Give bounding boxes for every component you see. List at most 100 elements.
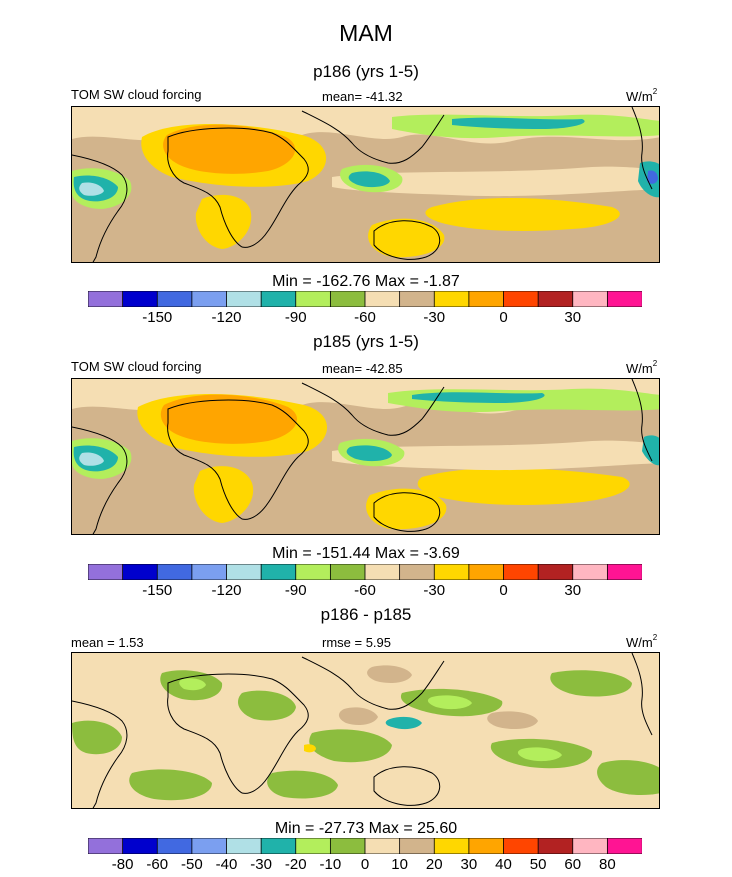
colorbar-swatch: [433, 838, 470, 854]
colorbar-tick-label: 0: [499, 582, 508, 599]
panel3-units: W/m2: [626, 633, 658, 650]
panel3-map-svg: [72, 653, 659, 808]
panel1-map-svg: [72, 107, 659, 262]
colorbar-swatch: [606, 291, 642, 307]
panel2-coast-asia: [301, 382, 445, 436]
panel2-minmax: Min = -151.44 Max = -3.69: [272, 545, 460, 562]
panel3-field-light-green-patches: [179, 678, 562, 762]
panel3-patch-green: [550, 670, 632, 697]
colorbar-tick-label: 50: [529, 856, 547, 873]
colorbar-tick-label: -90: [284, 309, 307, 326]
colorbar-tick-label: -50: [181, 856, 203, 873]
panel3-patch-tan: [487, 711, 538, 729]
colorbar-swatch: [156, 564, 193, 580]
panel1-field-eq-pacific-cream: [332, 166, 659, 197]
panel3-patch-green: [72, 720, 122, 755]
colorbar-swatch: [364, 291, 401, 307]
colorbar-swatch: [364, 564, 401, 580]
panel2-coast-americas-west: [631, 379, 653, 462]
panel3-coastlines: [72, 653, 653, 808]
panel3-patch-green: [267, 770, 338, 799]
panel1-colorbar: [88, 291, 642, 307]
panel3-field-positive-patches: [72, 670, 659, 801]
panel1-field-sahara-orange: [163, 124, 296, 174]
colorbar-swatch: [468, 564, 505, 580]
panel3-patch-lightgreen: [179, 678, 206, 691]
colorbar-tick-label: -90: [284, 582, 307, 599]
colorbar-swatch: [537, 838, 574, 854]
colorbar-tick-label: 0: [360, 856, 370, 873]
colorbar-swatch: [88, 291, 124, 307]
panel2-field-maritime-teal: [346, 445, 392, 462]
panel1-field-east-pacific-blue: [647, 170, 658, 184]
panel1-title: p186 (yrs 1-5): [313, 62, 419, 81]
panel3-coast-south-america: [72, 700, 128, 808]
panel2-title: p185 (yrs 1-5): [313, 332, 419, 351]
colorbar-swatch: [468, 291, 505, 307]
panel2-field-amazon-lightblue: [79, 452, 104, 466]
panel3-map: [71, 652, 660, 809]
colorbar-swatch: [260, 564, 297, 580]
colorbar-swatch: [260, 291, 297, 307]
colorbar-swatch: [295, 291, 332, 307]
panel2-variable-label: TOM SW cloud forcing: [71, 359, 202, 374]
colorbar-swatch: [122, 564, 158, 580]
panel2-units: W/m2: [626, 359, 658, 376]
panel3-coast-asia: [301, 656, 445, 710]
panel3-patch-green: [129, 769, 212, 801]
panel3-coast-africa: [167, 673, 309, 794]
panel1-coast-australia: [373, 220, 441, 260]
panel3-patch-green: [309, 729, 392, 763]
panel3-field-maritime-teal: [385, 716, 422, 730]
panel1-coastlines: [72, 107, 653, 262]
colorbar-swatch: [572, 564, 609, 580]
colorbar-swatch: [537, 564, 574, 580]
colorbar-swatch: [433, 564, 470, 580]
panel2-field-eq-pacific-cream: [332, 440, 659, 471]
colorbar-swatch: [572, 838, 609, 854]
colorbar-swatch: [399, 564, 435, 580]
colorbar-swatch: [503, 291, 539, 307]
colorbar-swatch: [156, 291, 193, 307]
panel1-variable-label: TOM SW cloud forcing: [71, 87, 202, 102]
colorbar-swatch: [88, 838, 124, 854]
panel1-coast-americas-west: [631, 107, 653, 190]
colorbar-tick-label: 60: [564, 856, 582, 873]
colorbar-tick-label: -150: [142, 309, 173, 326]
colorbar-swatch: [122, 291, 158, 307]
panel1-field-maritime-teal: [348, 171, 390, 188]
colorbar-swatch: [329, 291, 366, 307]
colorbar-swatch: [606, 838, 642, 854]
panel3-title: p186 - p185: [320, 605, 412, 624]
colorbar-swatch: [399, 838, 435, 854]
panel2-colorbar-svg: [88, 564, 642, 580]
panel2-field-sahara-orange: [160, 394, 298, 444]
panel1-coast-africa: [167, 127, 309, 248]
panel3-colorbar-svg: [88, 838, 642, 854]
panel1-coast-south-america: [72, 154, 128, 262]
panel1-coast-asia: [301, 110, 445, 164]
colorbar-tick-label: -10: [319, 856, 342, 873]
panel3-patch-tan: [338, 707, 378, 725]
panel1-field-nw-pacific-teal: [452, 117, 585, 129]
colorbar-swatch: [503, 564, 539, 580]
colorbar-tick-label: -30: [250, 856, 272, 873]
panel3-coast-americas-west: [631, 653, 653, 736]
panel2-mean: mean= -42.85: [322, 361, 403, 376]
colorbar-tick-label: -120: [211, 309, 242, 326]
panel1-mean: mean= -41.32: [322, 89, 403, 104]
panel3-patch-tan: [367, 665, 412, 683]
colorbar-swatch: [122, 838, 158, 854]
panel2-coast-australia: [373, 492, 441, 532]
panel1-minmax: Min = -162.76 Max = -1.87: [272, 273, 460, 290]
panel1-field-southern-africa-yellow: [195, 194, 252, 249]
colorbar-swatch: [503, 838, 539, 854]
panel2-map: [71, 378, 660, 535]
colorbar-swatch: [156, 838, 193, 854]
panel2-coastlines: [72, 379, 653, 534]
panel3-patch-green: [238, 690, 296, 721]
colorbar-tick-label: 40: [495, 856, 512, 873]
colorbar-swatch: [329, 838, 366, 854]
colorbar-tick-label: -40: [215, 856, 238, 873]
colorbar-swatch: [329, 564, 366, 580]
